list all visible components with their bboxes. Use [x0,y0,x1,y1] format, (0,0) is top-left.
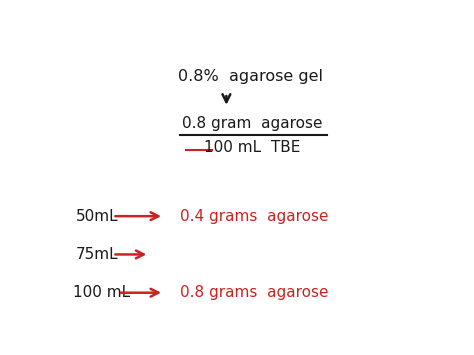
Text: 75mL: 75mL [76,247,118,262]
Text: 0.4 grams  agarose: 0.4 grams agarose [181,209,329,224]
Text: 50mL: 50mL [76,209,118,224]
Text: 0.8 grams  agarose: 0.8 grams agarose [181,285,329,300]
Text: 0.8 gram  agarose: 0.8 gram agarose [182,116,322,131]
Text: 100 mL: 100 mL [73,285,130,300]
Text: 0.8%  agarose gel: 0.8% agarose gel [178,69,323,84]
Text: 100 mL  TBE: 100 mL TBE [204,140,301,154]
